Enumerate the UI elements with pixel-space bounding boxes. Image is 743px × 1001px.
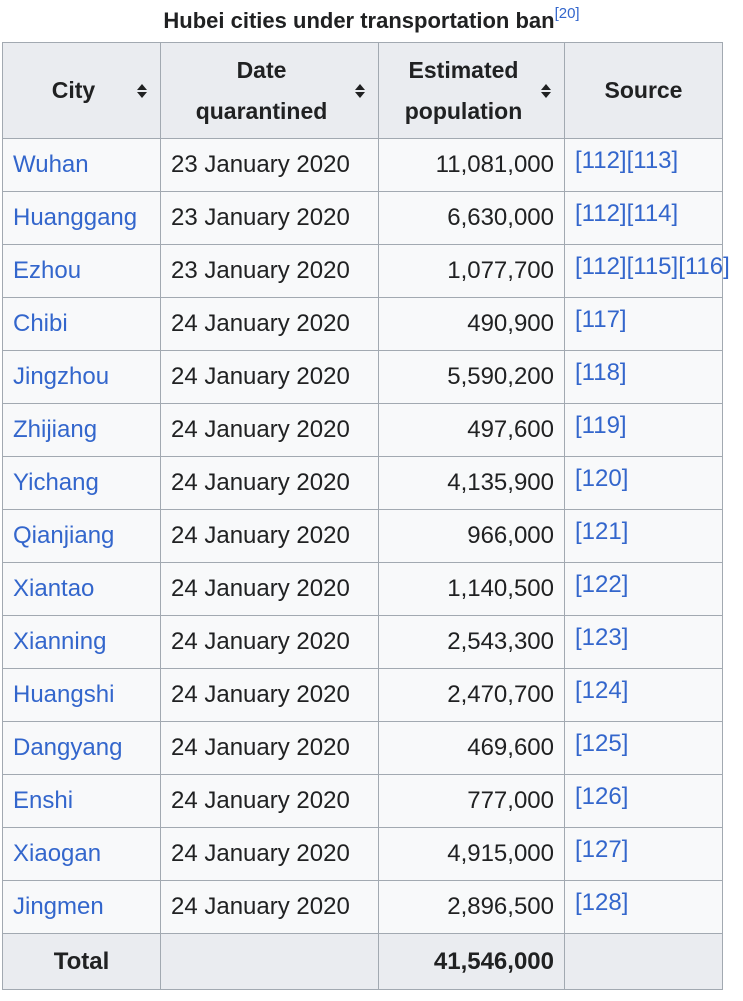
column-header-population[interactable]: Estimated population [378, 42, 565, 139]
source-reference-links[interactable]: [126] [564, 774, 723, 828]
total-population: 41,546,000 [378, 933, 565, 990]
table-row: Dangyang 24 January 2020 469,600 [125] [2, 721, 723, 775]
source-reference-links[interactable]: [112][115][116] [564, 244, 730, 298]
column-header-date-label-line1: Date [236, 56, 287, 83]
source-reference-links[interactable]: [125] [564, 721, 723, 775]
total-date-empty [160, 933, 379, 990]
city-link[interactable]: Chibi [2, 297, 161, 351]
city-link[interactable]: Dangyang [2, 721, 161, 775]
source-reference-links[interactable]: [122] [564, 562, 723, 616]
table-row: Xianning 24 January 2020 2,543,300 [123] [2, 615, 723, 669]
caption-reference-link[interactable]: [20] [554, 5, 580, 22]
column-header-date[interactable]: Date quarantined [160, 42, 379, 139]
sort-icon[interactable] [136, 83, 148, 99]
table-body: Wuhan 23 January 2020 11,081,000 [112][113]… [2, 138, 730, 934]
table-row: Enshi 24 January 2020 777,000 [126] [2, 774, 723, 828]
city-link[interactable]: Xiaogan [2, 827, 161, 881]
sort-icon[interactable] [354, 83, 366, 99]
table-row: Jingzhou 24 January 2020 5,590,200 [118] [2, 350, 723, 404]
population-value: 1,140,500 [378, 562, 565, 616]
date-quarantined: 24 January 2020 [160, 403, 379, 457]
date-quarantined: 24 January 2020 [160, 509, 379, 563]
city-link[interactable]: Jingmen [2, 880, 161, 934]
population-value: 2,896,500 [378, 880, 565, 934]
population-value: 490,900 [378, 297, 565, 351]
city-link[interactable]: Zhijiang [2, 403, 161, 457]
date-quarantined: 23 January 2020 [160, 244, 379, 298]
date-quarantined: 24 January 2020 [160, 827, 379, 881]
city-link[interactable]: Wuhan [2, 138, 161, 192]
city-link[interactable]: Ezhou [2, 244, 161, 298]
table-row: Xiantao 24 January 2020 1,140,500 [122] [2, 562, 723, 616]
source-reference-links[interactable]: [121] [564, 509, 723, 563]
city-link[interactable]: Huanggang [2, 191, 161, 245]
population-value: 11,081,000 [378, 138, 565, 192]
source-reference-links[interactable]: [112][114] [564, 191, 723, 245]
date-quarantined: 24 January 2020 [160, 562, 379, 616]
population-value: 469,600 [378, 721, 565, 775]
total-source-empty [564, 933, 723, 990]
date-quarantined: 24 January 2020 [160, 668, 379, 722]
total-row: Total 41,546,000 [2, 933, 723, 990]
population-value: 2,543,300 [378, 615, 565, 669]
table-title: Hubei cities under transportation ban [163, 8, 555, 33]
date-quarantined: 24 January 2020 [160, 350, 379, 404]
population-value: 4,135,900 [378, 456, 565, 510]
column-header-population-label-line1: Estimated [408, 56, 519, 83]
source-reference-links[interactable]: [119] [564, 403, 723, 457]
header-row: City Date quarantined Estimated populati… [2, 42, 723, 139]
population-value: 6,630,000 [378, 191, 565, 245]
date-quarantined: 24 January 2020 [160, 880, 379, 934]
source-reference-links[interactable]: [123] [564, 615, 723, 669]
table-row: Ezhou 23 January 2020 1,077,700 [112][115][… [2, 244, 730, 298]
column-header-date-label-line2: quarantined [195, 97, 328, 124]
population-value: 2,470,700 [378, 668, 565, 722]
hubei-cities-table: City Date quarantined Estimated populati… [2, 42, 730, 990]
city-link[interactable]: Yichang [2, 456, 161, 510]
total-label: Total [2, 933, 161, 990]
population-value: 5,590,200 [378, 350, 565, 404]
table-row: Zhijiang 24 January 2020 497,600 [119] [2, 403, 723, 457]
source-reference-links[interactable]: [128] [564, 880, 723, 934]
source-reference-links[interactable]: [120] [564, 456, 723, 510]
population-value: 4,915,000 [378, 827, 565, 881]
table-caption: Hubei cities under transportation ban[20… [0, 0, 743, 42]
date-quarantined: 24 January 2020 [160, 721, 379, 775]
column-header-city-label: City [51, 77, 96, 103]
column-header-source-label: Source [604, 77, 683, 103]
date-quarantined: 24 January 2020 [160, 774, 379, 828]
population-value: 777,000 [378, 774, 565, 828]
city-link[interactable]: Xianning [2, 615, 161, 669]
source-reference-links[interactable]: [118] [564, 350, 723, 404]
population-value: 966,000 [378, 509, 565, 563]
table-row: Wuhan 23 January 2020 11,081,000 [112][113] [2, 138, 723, 192]
city-link[interactable]: Xiantao [2, 562, 161, 616]
sort-icon[interactable] [540, 83, 552, 99]
source-reference-links[interactable]: [117] [564, 297, 723, 351]
date-quarantined: 24 January 2020 [160, 456, 379, 510]
table-row: Chibi 24 January 2020 490,900 [117] [2, 297, 723, 351]
table-row: Yichang 24 January 2020 4,135,900 [120] [2, 456, 723, 510]
table-row: Qianjiang 24 January 2020 966,000 [121] [2, 509, 723, 563]
date-quarantined: 23 January 2020 [160, 138, 379, 192]
date-quarantined: 24 January 2020 [160, 297, 379, 351]
source-reference-links[interactable]: [127] [564, 827, 723, 881]
table-row: Huangshi 24 January 2020 2,470,700 [124] [2, 668, 723, 722]
column-header-population-label-line2: population [404, 97, 523, 124]
city-link[interactable]: Qianjiang [2, 509, 161, 563]
table-row: Jingmen 24 January 2020 2,896,500 [128] [2, 880, 723, 934]
column-header-source: Source [564, 42, 723, 139]
column-header-city[interactable]: City [2, 42, 161, 139]
table-row: Huanggang 23 January 2020 6,630,000 [112][1… [2, 191, 723, 245]
population-value: 497,600 [378, 403, 565, 457]
table-row: Xiaogan 24 January 2020 4,915,000 [127] [2, 827, 723, 881]
city-link[interactable]: Jingzhou [2, 350, 161, 404]
date-quarantined: 24 January 2020 [160, 615, 379, 669]
city-link[interactable]: Enshi [2, 774, 161, 828]
date-quarantined: 23 January 2020 [160, 191, 379, 245]
source-reference-links[interactable]: [112][113] [564, 138, 723, 192]
population-value: 1,077,700 [378, 244, 565, 298]
source-reference-links[interactable]: [124] [564, 668, 723, 722]
city-link[interactable]: Huangshi [2, 668, 161, 722]
